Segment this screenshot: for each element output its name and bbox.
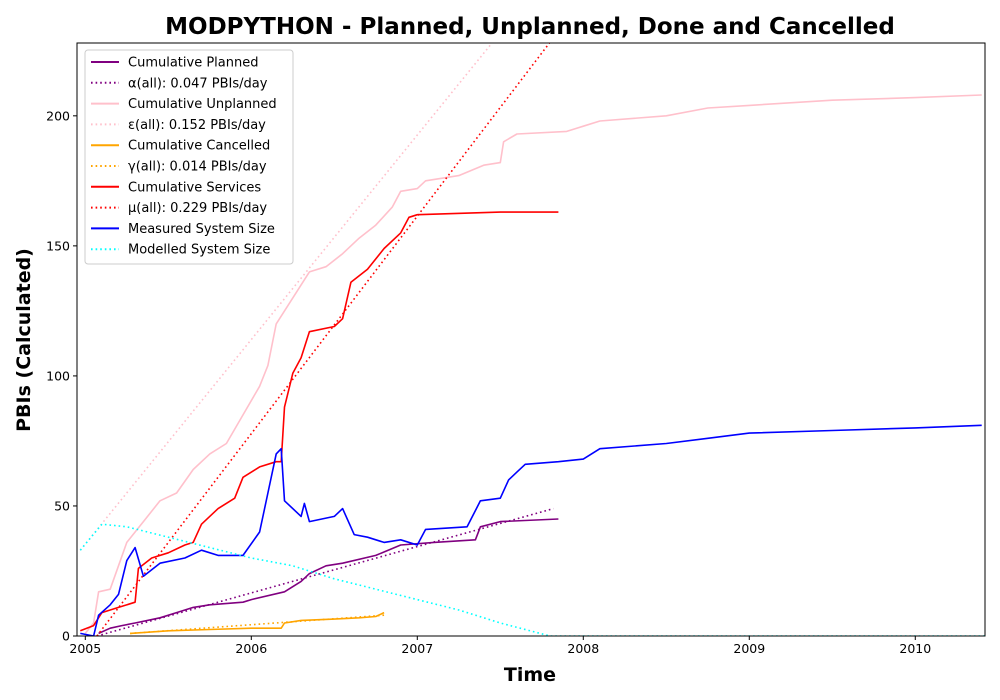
series-line-cumulative-planned — [98, 518, 559, 635]
x-tick-label: 2009 — [733, 641, 765, 656]
series-line-measured-system-size — [80, 424, 982, 636]
series-line-cumulative-services — [80, 211, 559, 632]
legend-label: Cumulative Cancelled — [128, 139, 270, 154]
series-line-all-0-047-pbis-day — [96, 507, 554, 636]
series-line-all-0-229-pbis-day — [96, 43, 551, 636]
x-axis-label: Time — [504, 664, 556, 686]
legend: Cumulative Planned α(all): 0.047 PBIs/day… — [84, 49, 294, 265]
y-tick-label: 150 — [46, 238, 70, 253]
y-axis-label: PBIs (Calculated) — [13, 248, 35, 432]
legend-label: α(all): 0.047 PBIs/day — [128, 76, 268, 91]
legend-label: Cumulative Services — [128, 180, 261, 195]
legend-label: γ(all): 0.014 PBIs/day — [128, 160, 267, 175]
x-tick-label: 2008 — [567, 641, 599, 656]
x-axis: 2005 2006 2007 2008 2009 2010 — [69, 636, 931, 656]
chart-title: MODPYTHON - Planned, Unplanned, Done and… — [165, 14, 895, 40]
plot-lines — [79, 43, 985, 636]
x-tick-label: 2006 — [235, 641, 267, 656]
y-axis: 0 50 100 150 200 — [46, 108, 77, 644]
legend-label: Cumulative Planned — [128, 56, 258, 71]
series-line-cumulative-unplanned — [84, 94, 982, 634]
legend-label: Cumulative Unplanned — [128, 97, 277, 112]
legend-label: ε(all): 0.152 PBIs/day — [128, 118, 266, 133]
legend-box — [84, 49, 294, 265]
y-tick-label: 50 — [54, 498, 70, 513]
x-tick-label: 2010 — [899, 641, 931, 656]
y-tick-label: 200 — [46, 108, 70, 123]
y-tick-label: 0 — [62, 629, 70, 644]
series-line-all-0-014-pbis-day — [130, 614, 385, 635]
x-tick-label: 2005 — [69, 641, 101, 656]
legend-label: Measured System Size — [128, 222, 275, 237]
legend-label: μ(all): 0.229 PBIs/day — [128, 201, 267, 216]
series-line-all-0-152-pbis-day — [79, 43, 493, 551]
y-tick-label: 100 — [46, 368, 70, 383]
x-tick-label: 2007 — [401, 641, 433, 656]
legend-label: Modelled System Size — [128, 243, 270, 258]
plot-frame — [76, 42, 986, 637]
